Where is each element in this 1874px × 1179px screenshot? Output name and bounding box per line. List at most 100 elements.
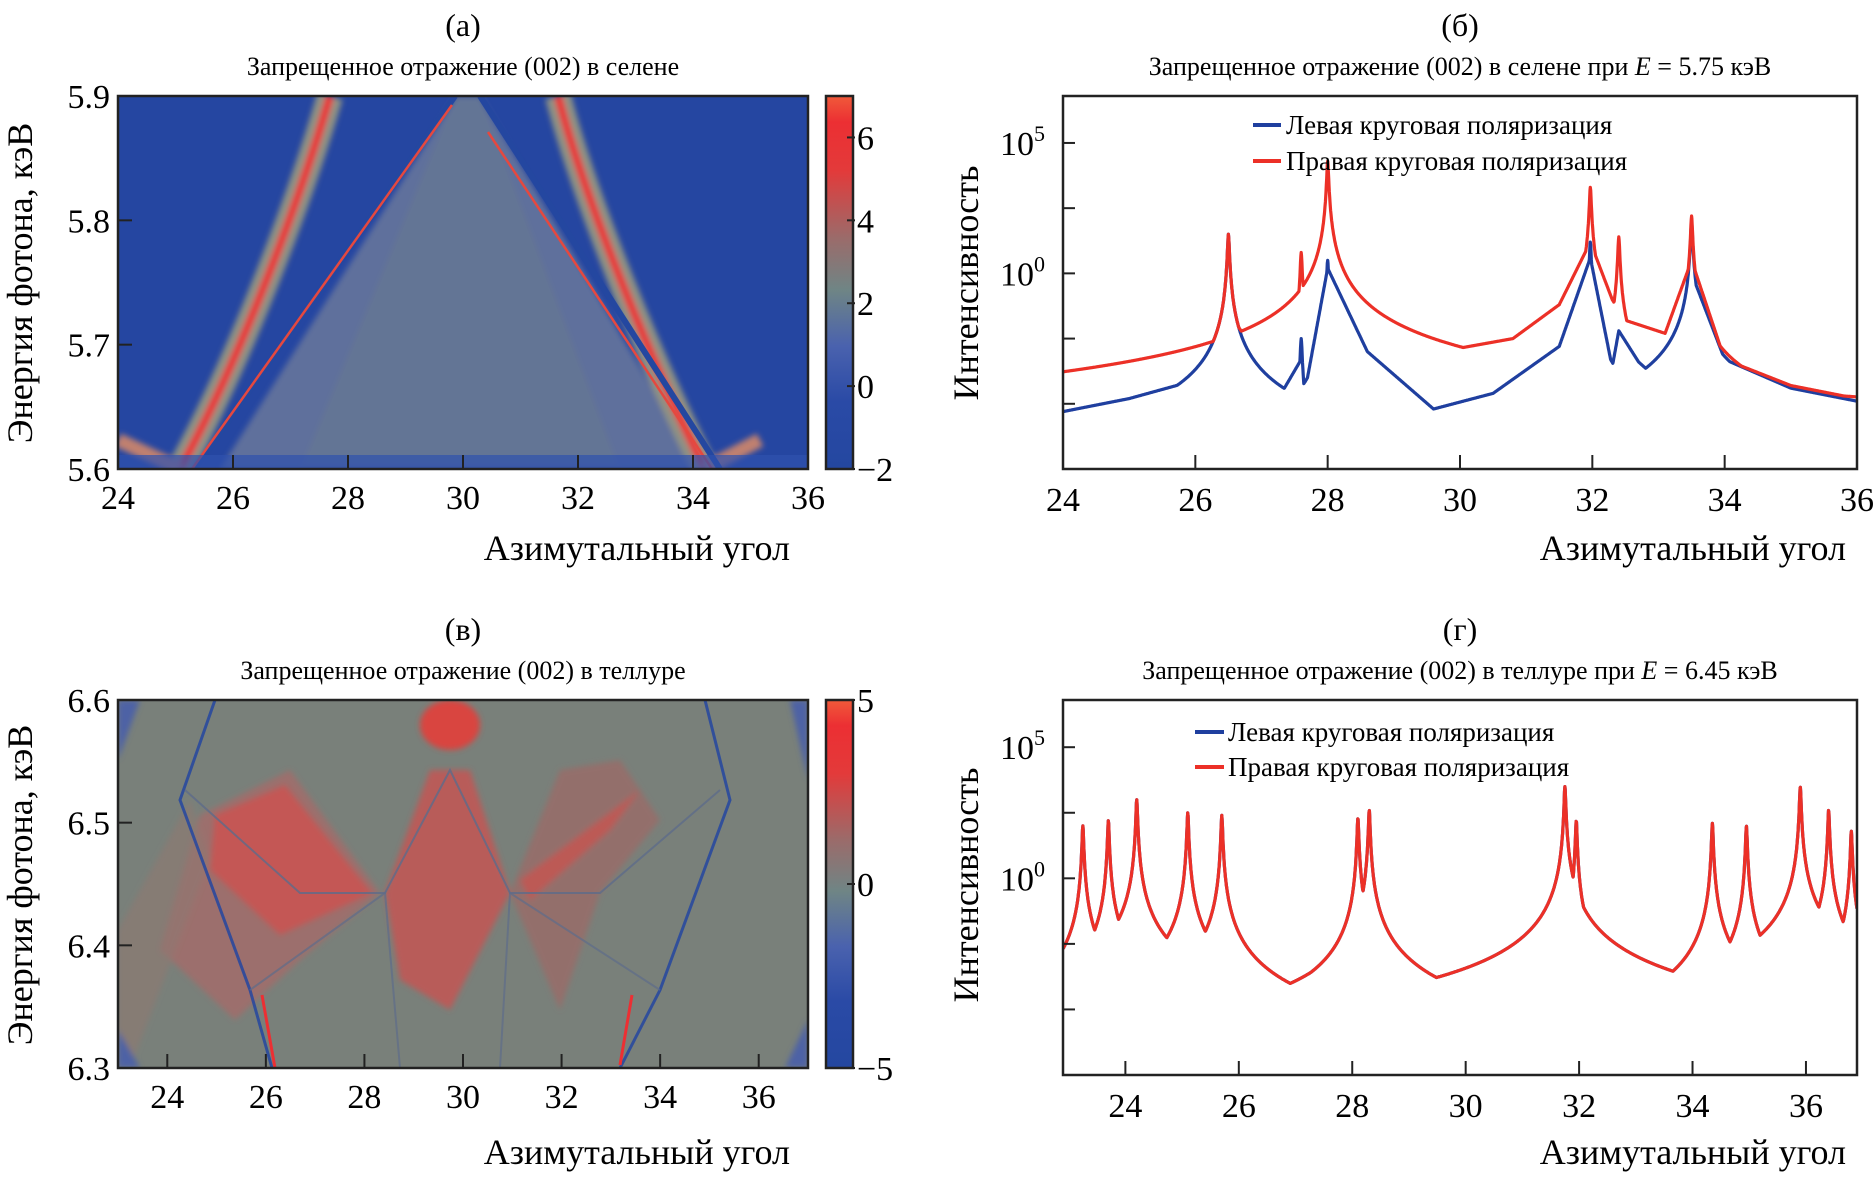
colorbar-tick-label: 0 — [857, 369, 874, 406]
panel-letter-b: (б) — [1441, 7, 1479, 43]
series-line-right — [1063, 785, 1857, 985]
x-tick-label: 36 — [742, 1079, 776, 1116]
x-tick-label: 24 — [1046, 482, 1080, 519]
x-tick-label: 34 — [643, 1079, 677, 1116]
heatmap-c-crossings-2 — [249, 891, 401, 1068]
colorbar-tick-label: −2 — [857, 452, 893, 489]
x-axis-label-a: Азимутальный угол — [484, 528, 790, 568]
y-tick-label: 105 — [1000, 121, 1045, 163]
heatmap-a-band-left-red — [176, 96, 334, 469]
panel-c: (в) Запрещенное отражение (002) в теллур… — [0, 611, 893, 1172]
y-tick-label: 6.3 — [68, 1051, 111, 1088]
colorbar-tick-label: 6 — [857, 120, 874, 157]
y-tick-label: 100 — [1000, 856, 1045, 898]
x-tick-label: 34 — [1676, 1088, 1710, 1125]
x-tick-label: 34 — [676, 480, 710, 517]
x-axis-label-d: Азимутальный угол — [1540, 1132, 1846, 1172]
title-d-prefix: Запрещенное отражение (002) в теллуре пр… — [1142, 656, 1641, 685]
heatmap-c-crossings-3 — [499, 891, 661, 1068]
heatmap-c-corner-br — [785, 1020, 808, 1068]
y-tick-label: 6.6 — [68, 683, 111, 720]
x-tick-label: 28 — [331, 480, 365, 517]
x-tick-label: 36 — [791, 480, 825, 517]
heatmap-a — [118, 96, 808, 469]
legend-b-label-left: Левая круговая поляризация — [1286, 110, 1612, 140]
plot-frame-d — [1061, 698, 1859, 1077]
x-tick-label: 32 — [561, 480, 595, 517]
axes-b: 24 26 28 30 32 34 36 105 100 — [1000, 121, 1874, 519]
colorbar-tick-label: 4 — [857, 203, 874, 240]
panel-d: (г) Запрещенное отражение (002) в теллур… — [946, 611, 1859, 1172]
title-b-var: E — [1634, 52, 1651, 81]
panel-letter-a: (а) — [445, 7, 481, 43]
heatmap-c-crossings — [184, 767, 721, 894]
panel-title-c: Запрещенное отражение (002) в теллуре — [240, 656, 685, 685]
x-tick-label: 30 — [446, 1079, 480, 1116]
axes-a: 24 26 28 30 32 34 36 5.6 5.7 5.8 5.9 — [68, 79, 826, 517]
panel-title-d: Запрещенное отражение (002) в теллуре пр… — [1142, 656, 1778, 685]
plot-area-b — [1063, 159, 1857, 414]
y-tick-label: 6.4 — [68, 928, 111, 965]
y-tick-label: 100 — [1000, 251, 1045, 293]
x-tick-label: 30 — [1449, 1088, 1483, 1125]
legend-b-label-right: Правая круговая поляризация — [1286, 146, 1627, 176]
panel-a: (а) Запрещенное отражение (002) в селене — [0, 7, 893, 568]
x-tick-label: 26 — [216, 480, 250, 517]
x-tick-label: 36 — [1840, 482, 1874, 519]
heatmap-a-line-right-red — [486, 131, 714, 469]
heatmap-c-line-red-1 — [260, 994, 277, 1068]
x-tick-label: 26 — [1222, 1088, 1256, 1125]
x-tick-label: 36 — [1789, 1088, 1823, 1125]
heatmap-a-interior-core — [300, 96, 620, 469]
heatmap-c-region-left — [160, 770, 380, 1020]
heatmap-c-line-blue-1 — [178, 700, 274, 1068]
x-tick-label: 30 — [1443, 482, 1477, 519]
colorbar-tick-label: 0 — [857, 867, 874, 904]
panel-letter-d: (г) — [1443, 611, 1477, 647]
y-tick-label: 105 — [1000, 725, 1045, 767]
colorbar-a-ticks: 6 4 2 0 −2 — [847, 120, 893, 489]
x-axis-label-b: Азимутальный угол — [1540, 528, 1846, 568]
colorbar-tick-label: −5 — [857, 1051, 893, 1088]
title-b-suffix: = 5.75 кэВ — [1651, 52, 1771, 81]
x-tick-label: 24 — [101, 480, 135, 517]
heatmap-c-line-blue-2 — [618, 700, 732, 1068]
heatmap-c-spot-top — [420, 700, 480, 750]
legend-d-label-right: Правая круговая поляризация — [1228, 752, 1569, 782]
x-tick-label: 32 — [1575, 482, 1609, 519]
y-tick-label: 5.6 — [68, 452, 111, 489]
colorbar-tick-label: 2 — [857, 286, 874, 323]
title-b-prefix: Запрещенное отражение (002) в селене при — [1149, 52, 1635, 81]
title-d-var: E — [1640, 656, 1657, 685]
x-tick-label: 26 — [249, 1079, 283, 1116]
legend-d: Левая круговая поляризация Правая кругов… — [1195, 717, 1569, 782]
x-tick-label: 24 — [150, 1079, 184, 1116]
panel-b: (б) Запрещенное отражение (002) в селене… — [946, 7, 1874, 568]
heatmap-a-line-right-blue — [477, 96, 723, 469]
x-tick-label: 24 — [1108, 1088, 1142, 1125]
plot-area-d — [1063, 785, 1857, 985]
legend-d-label-left: Левая круговая поляризация — [1228, 717, 1554, 747]
heatmap-c-line-red-2 — [618, 994, 634, 1066]
heatmap-c-region-right-hot — [520, 790, 640, 900]
x-tick-label: 34 — [1708, 482, 1742, 519]
legend-b: Левая круговая поляризация Правая кругов… — [1253, 110, 1627, 176]
y-tick-label: 5.8 — [68, 203, 111, 240]
y-tick-label: 5.7 — [68, 328, 111, 365]
heatmap-c-region-right — [510, 760, 660, 1010]
y-axis-label-b: Интенсивность — [946, 166, 986, 401]
axes-d: 24 26 28 30 32 34 36 105 100 — [1000, 725, 1823, 1125]
axes-c: 24 26 28 30 32 34 36 6.3 6.4 6.5 6.6 — [68, 683, 776, 1116]
heatmap-a-line-left-red — [190, 104, 454, 469]
series-line-right — [1063, 159, 1857, 399]
colorbar-a — [824, 94, 855, 471]
y-axis-label-d: Интенсивность — [946, 768, 986, 1003]
y-axis-label-c: Энергия фотона, кэВ — [0, 725, 40, 1045]
heatmap-c-corner-tl — [118, 700, 140, 760]
y-tick-label: 5.9 — [68, 79, 111, 116]
colorbar-tick-label: 5 — [857, 683, 874, 720]
x-tick-label: 30 — [446, 480, 480, 517]
x-tick-label: 28 — [347, 1079, 381, 1116]
heatmap-c-corner-tr — [790, 700, 808, 780]
